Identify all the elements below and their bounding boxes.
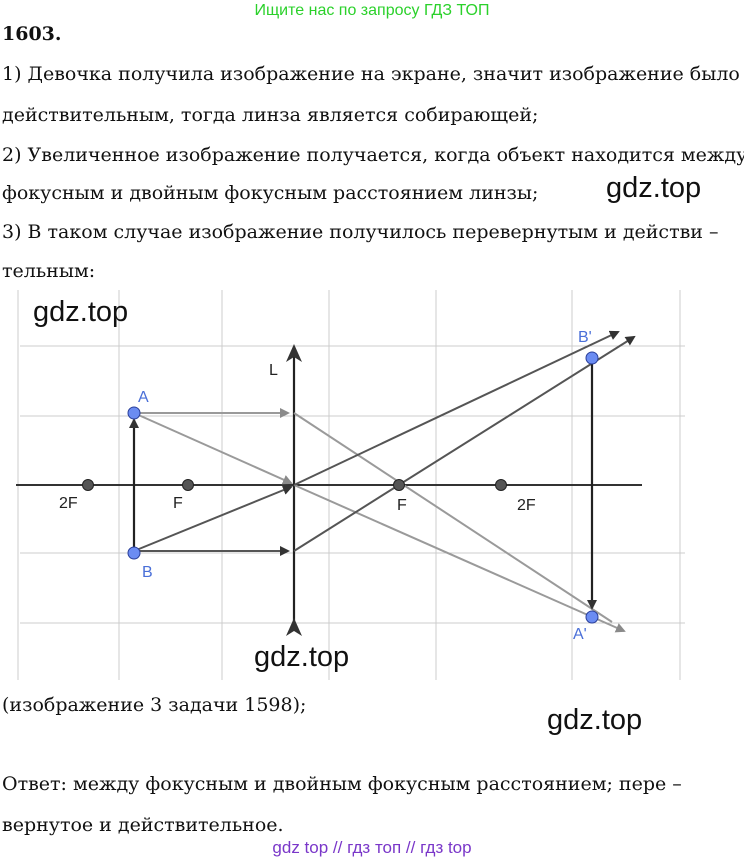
top-banner[interactable]: Ищите нас по запросу ГДЗ ТОП — [254, 2, 490, 19]
object-image-points — [127, 351, 599, 624]
problem-number-value: 1603 — [2, 23, 55, 45]
point-a — [127, 406, 141, 420]
label-b: B — [142, 564, 153, 581]
text-line-9: вернутое и действительное. — [2, 814, 284, 836]
text-line-2: действительным, тогда линза является соб… — [2, 104, 539, 126]
bottom-banner[interactable]: gdz top // гдз топ // гдз top — [272, 838, 472, 857]
label-2f-left: 2F — [59, 495, 78, 512]
focal-points — [82, 479, 507, 491]
label-a: A — [138, 389, 149, 406]
double-focus-right-point — [495, 479, 507, 491]
label-f-left: F — [173, 495, 183, 512]
focus-right-point — [393, 479, 405, 491]
watermark-3: gdz.top — [254, 641, 350, 673]
label-b-prime: B' — [578, 329, 592, 346]
watermark-1: gdz.top — [606, 172, 702, 204]
text-line-8: Ответ: между фокусным и двойным фокусным… — [2, 773, 682, 795]
double-focus-left-point — [82, 479, 94, 491]
watermark-2: gdz.top — [33, 296, 129, 328]
text-line-7: (изображение 3 задачи 1598); — [2, 694, 307, 716]
label-2f-right: 2F — [517, 497, 536, 514]
rays — [133, 330, 636, 633]
label-a-prime: A' — [573, 626, 587, 643]
point-b — [127, 546, 141, 560]
focus-left-point — [182, 479, 194, 491]
watermark-4: gdz.top — [547, 704, 643, 736]
text-line-3: 2) Увеличенное изображение получается, к… — [2, 144, 744, 166]
point-b-prime — [585, 351, 599, 365]
problem-number: 1603. — [2, 23, 62, 45]
text-line-4: фокусным и двойным фокусным расстоянием … — [2, 182, 539, 204]
text-line-1: 1) Девочка получила изображение на экран… — [2, 63, 740, 85]
text-line-5: 3) В таком случае изображение получилось… — [2, 221, 719, 243]
point-a-prime — [585, 610, 599, 624]
text-line-6: тельным: — [2, 260, 96, 282]
optics-diagram: L A B B' A' 2F F F 2F — [16, 290, 685, 680]
label-lens: L — [269, 362, 278, 379]
label-f-right: F — [397, 497, 407, 514]
